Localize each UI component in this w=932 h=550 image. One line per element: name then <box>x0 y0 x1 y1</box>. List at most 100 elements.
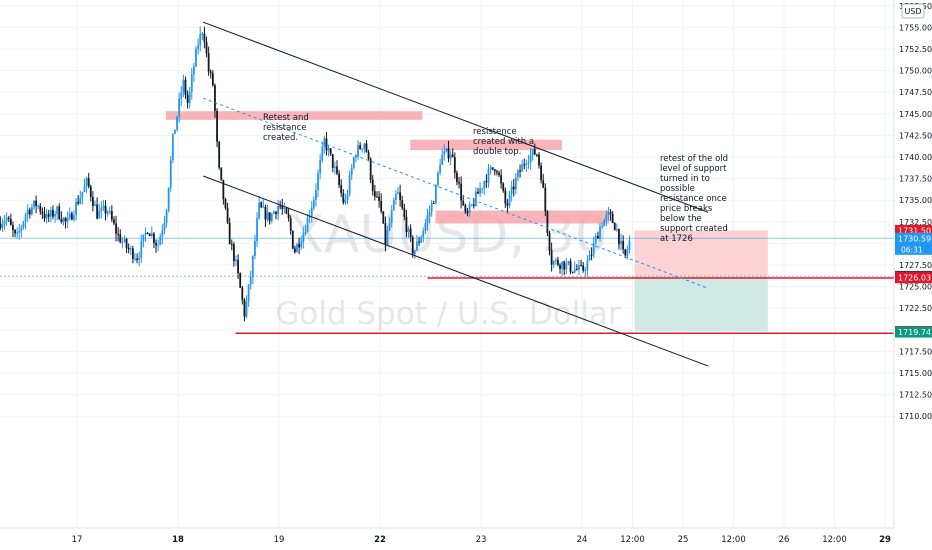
candle <box>180 85 183 107</box>
candle <box>491 167 494 171</box>
price-tag-box <box>895 232 932 255</box>
candle <box>333 161 336 175</box>
candle <box>47 209 50 222</box>
candle-body <box>5 217 8 221</box>
candle <box>157 239 160 252</box>
candle <box>508 190 511 209</box>
price-tick-label: 1725.00 <box>899 283 932 292</box>
candle <box>411 235 414 258</box>
candle-body <box>323 138 326 147</box>
candle-body <box>535 154 538 156</box>
candle <box>142 234 145 248</box>
candle-body <box>41 211 44 215</box>
candle <box>308 210 311 224</box>
annotation-retest[interactable]: Retest and resistance created. <box>263 113 309 143</box>
candle-body <box>222 179 225 200</box>
zones[interactable] <box>165 111 610 224</box>
price-tag-label: 1731.50 <box>898 226 931 235</box>
candle-body <box>348 175 351 195</box>
candle <box>481 187 484 194</box>
candle-body <box>325 138 328 151</box>
price-tick-label: 1755.00 <box>899 23 932 32</box>
candle <box>291 230 294 250</box>
candle <box>405 210 408 238</box>
price-scale[interactable]: 1710.001712.501715.001717.501720.001722.… <box>893 0 932 550</box>
candle-body <box>235 259 237 262</box>
candle-body <box>477 191 479 194</box>
candle-body <box>388 222 391 230</box>
candle <box>567 260 570 266</box>
candle-body <box>487 169 490 183</box>
candle-body <box>453 157 456 173</box>
candle-body <box>113 219 115 224</box>
candle-body <box>531 149 534 155</box>
candle <box>195 46 197 68</box>
candle-body <box>165 210 168 224</box>
horizontal-levels[interactable] <box>235 277 894 334</box>
candle-body <box>241 287 244 300</box>
candle <box>106 209 109 217</box>
candle-body <box>449 154 452 159</box>
candle <box>586 255 589 277</box>
candle <box>441 148 444 165</box>
candle <box>493 168 496 176</box>
candle <box>519 164 521 178</box>
candle-body <box>346 194 349 200</box>
candle-body <box>214 85 216 111</box>
candle <box>352 156 355 170</box>
candle-body <box>108 211 111 213</box>
annotation-old-support-line: below the <box>660 214 702 224</box>
candle <box>485 174 488 188</box>
candle-body <box>148 233 151 237</box>
candle-body <box>146 232 149 234</box>
short-position-tool[interactable] <box>634 230 768 332</box>
candle-body <box>54 213 56 217</box>
candle <box>167 187 170 213</box>
candle <box>119 229 122 244</box>
candle <box>403 203 406 221</box>
trend-channel[interactable] <box>203 21 709 367</box>
candle <box>338 170 340 189</box>
candle-body <box>439 164 441 173</box>
candle-body <box>98 210 101 219</box>
candle-body <box>554 259 557 262</box>
candle <box>41 207 44 219</box>
candle <box>169 155 172 192</box>
candle-body <box>64 218 67 222</box>
candle-body <box>58 206 61 220</box>
time-scale[interactable]: 17 18 19 22 23 24 12:00 25 12:00 26 12:00 29 <box>0 527 894 545</box>
candle <box>363 142 366 154</box>
candle-body <box>264 206 267 220</box>
candle-body <box>416 241 418 251</box>
candle <box>190 67 193 100</box>
candle-body <box>594 235 597 244</box>
candle-body <box>125 239 128 248</box>
annotation-double-top[interactable]: resistence created with a double top. <box>473 127 534 157</box>
candle <box>529 148 532 170</box>
candle-body <box>468 204 471 213</box>
candle-body <box>39 205 42 212</box>
candle <box>369 157 372 184</box>
candle <box>622 235 625 254</box>
candle <box>203 26 206 49</box>
currency-badge[interactable]: USD <box>901 3 925 19</box>
candle-body <box>466 211 469 213</box>
candle <box>546 210 549 237</box>
candle-body <box>161 230 164 237</box>
candle <box>146 231 149 235</box>
candle <box>462 195 465 207</box>
candle <box>397 187 399 195</box>
candle <box>407 226 410 238</box>
candle <box>344 193 347 206</box>
candle-body <box>184 79 187 95</box>
candle-body <box>56 206 59 214</box>
candle-body <box>567 261 570 264</box>
candle <box>64 216 67 229</box>
annotation-old-support[interactable]: retest of the old level of support turne… <box>660 154 728 244</box>
candle-body <box>365 143 368 152</box>
candle <box>52 205 54 220</box>
candle <box>16 227 19 239</box>
candle-body <box>216 110 218 142</box>
